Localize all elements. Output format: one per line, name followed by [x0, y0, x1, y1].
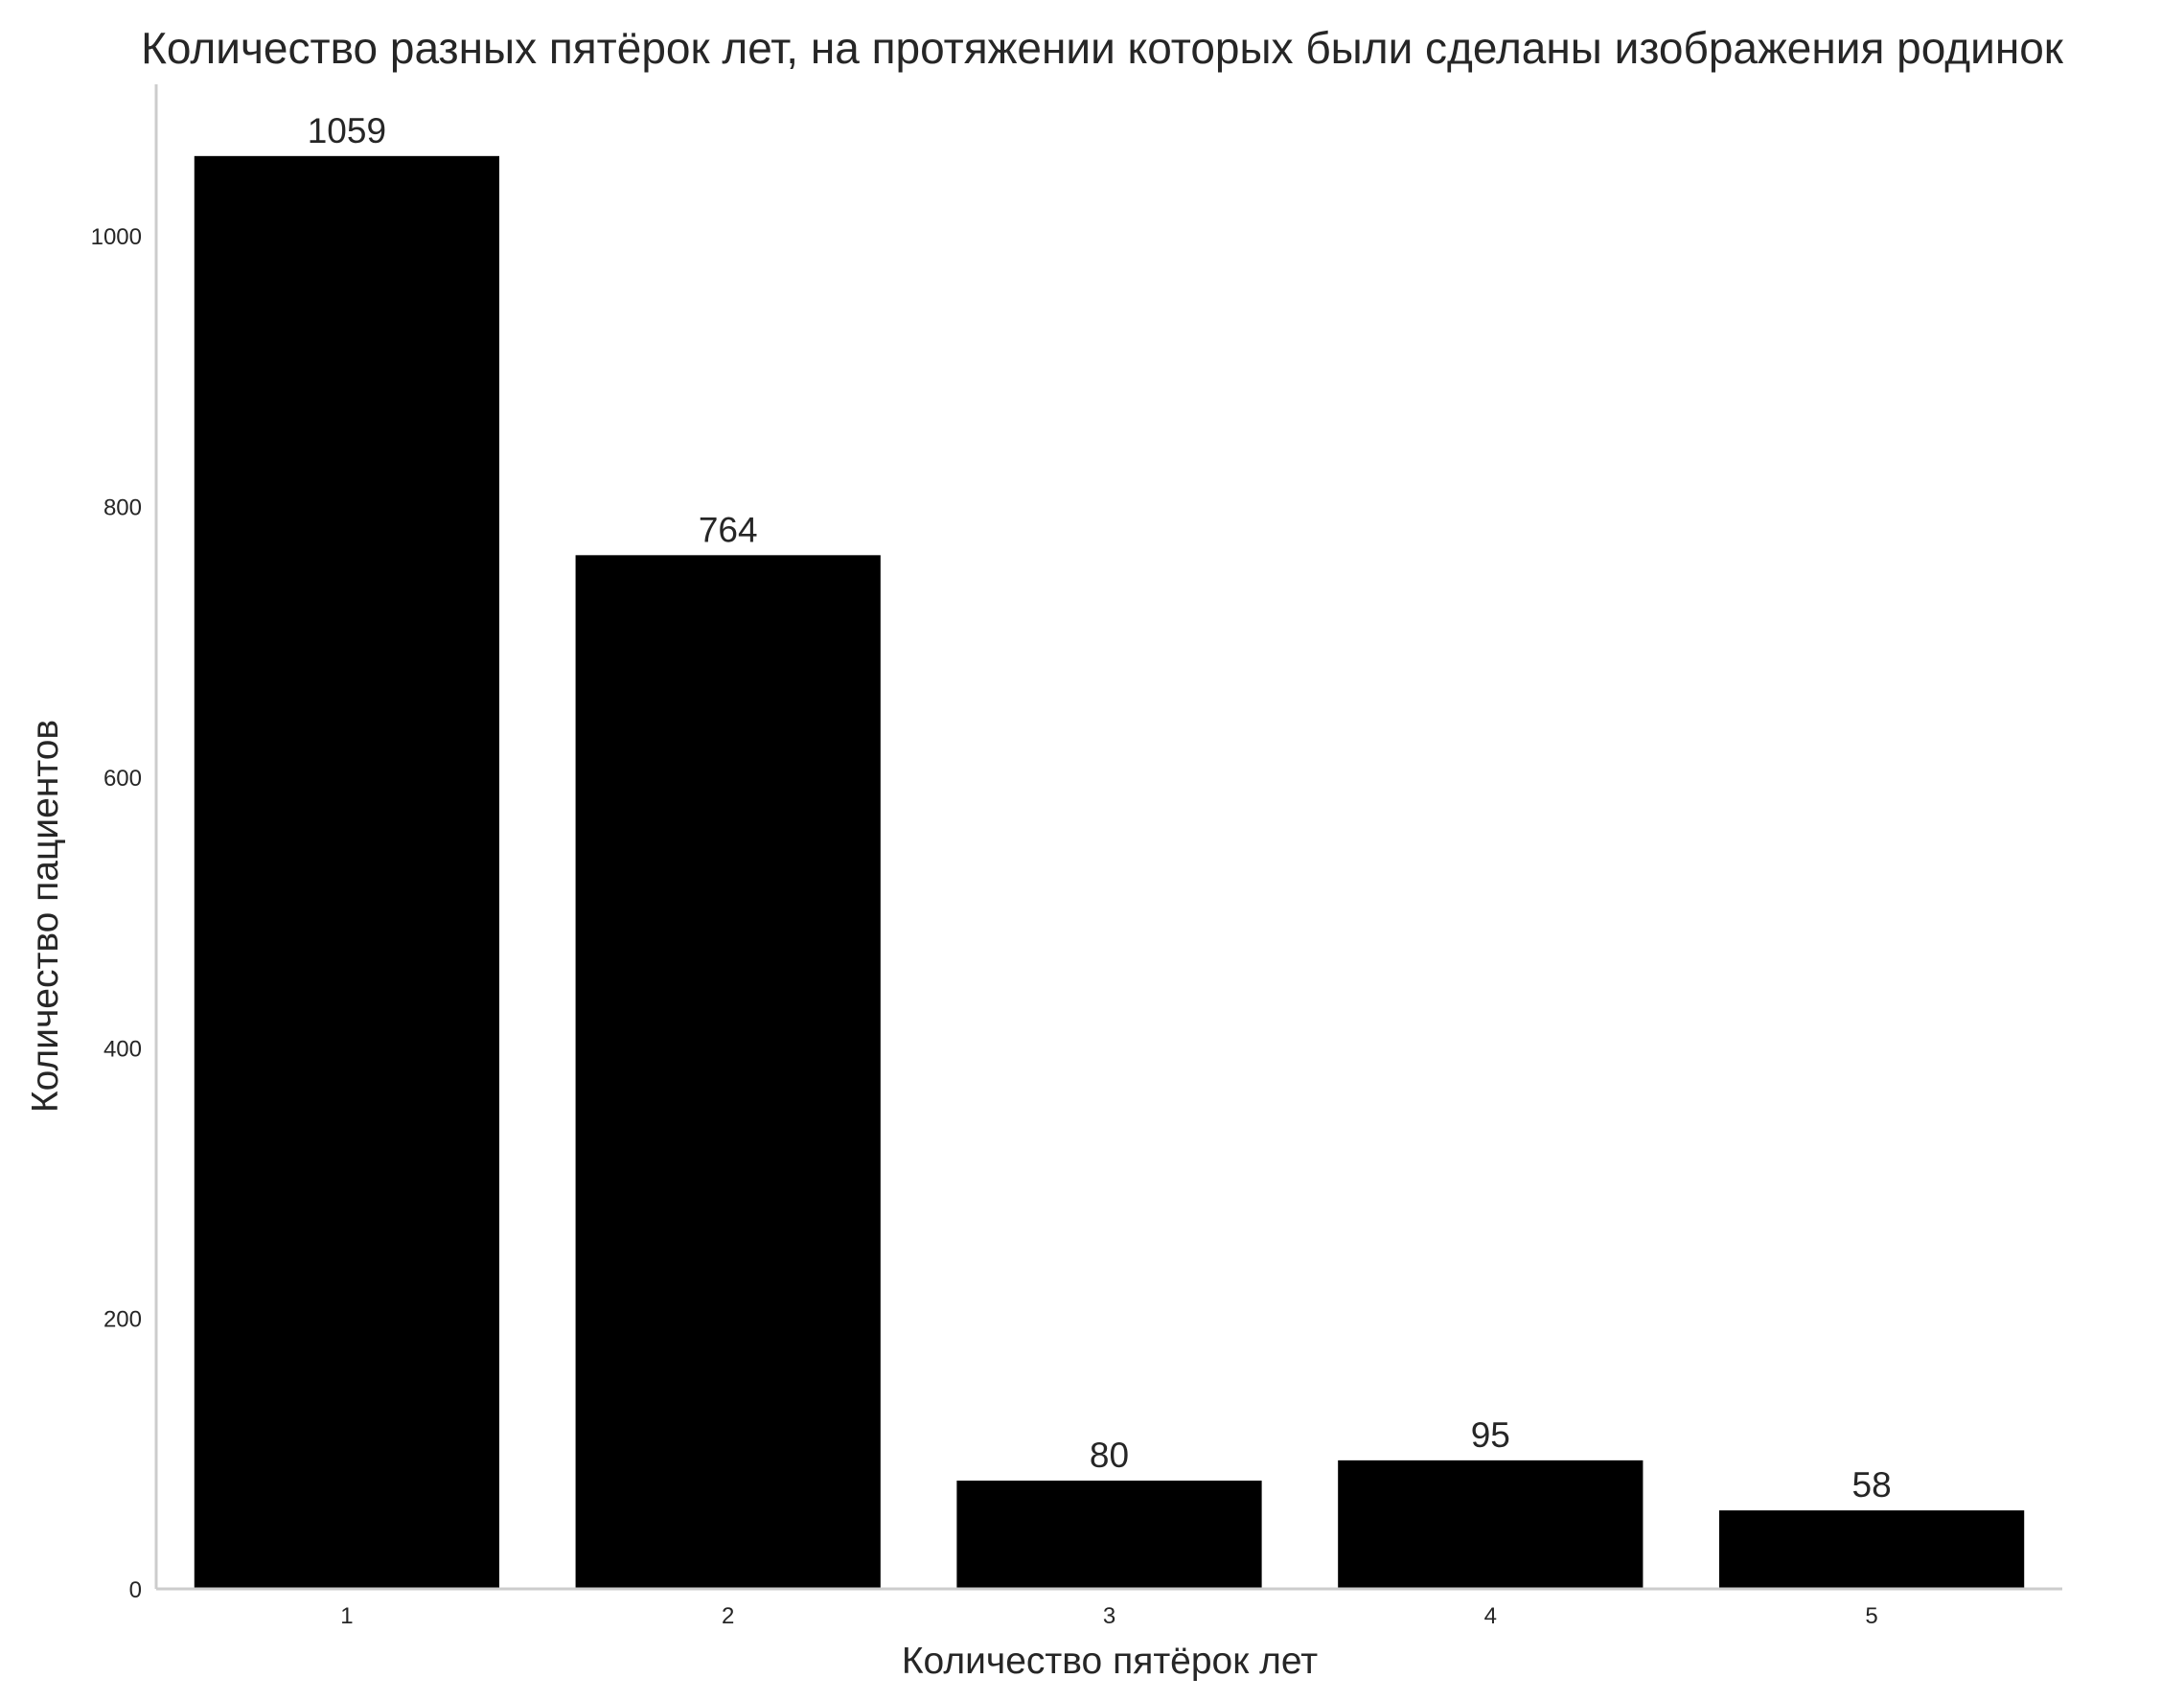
- y-tick-label-0: 0: [129, 1577, 142, 1603]
- bars-group: [194, 155, 2025, 1590]
- bar-1: [194, 155, 500, 1590]
- data-label-1: 1059: [308, 111, 386, 150]
- bar-2: [575, 555, 881, 1589]
- x-tick-labels-group: 1 2 3 4 5: [340, 1603, 1878, 1629]
- chart-title: Количество разных пятёрок лет, на протяж…: [141, 23, 2064, 73]
- y-axis-label: Количество пациентов: [25, 720, 66, 1113]
- x-tick-label-5: 5: [1865, 1603, 1877, 1629]
- bar-3: [956, 1481, 1262, 1589]
- x-tick-label-2: 2: [722, 1603, 734, 1629]
- y-tick-label-400: 400: [103, 1036, 142, 1062]
- data-label-4: 95: [1471, 1415, 1510, 1455]
- data-label-3: 80: [1090, 1436, 1129, 1475]
- data-labels-group: 1059 764 80 95 58: [308, 111, 1892, 1505]
- x-tick-label-4: 4: [1484, 1603, 1497, 1629]
- data-label-2: 764: [699, 510, 758, 549]
- y-tick-label-200: 200: [103, 1307, 142, 1333]
- y-tick-labels-group: 0 200 400 600 800 1000: [91, 224, 142, 1603]
- x-tick-label-1: 1: [340, 1603, 353, 1629]
- y-tick-label-800: 800: [103, 495, 142, 521]
- y-tick-label-600: 600: [103, 766, 142, 792]
- x-tick-label-3: 3: [1103, 1603, 1115, 1629]
- y-tick-label-1000: 1000: [91, 224, 142, 250]
- bar-4: [1338, 1460, 1644, 1589]
- data-label-5: 58: [1852, 1465, 1892, 1505]
- bar-5: [1718, 1510, 2025, 1589]
- x-axis-label: Количество пятёрок лет: [902, 1641, 1318, 1682]
